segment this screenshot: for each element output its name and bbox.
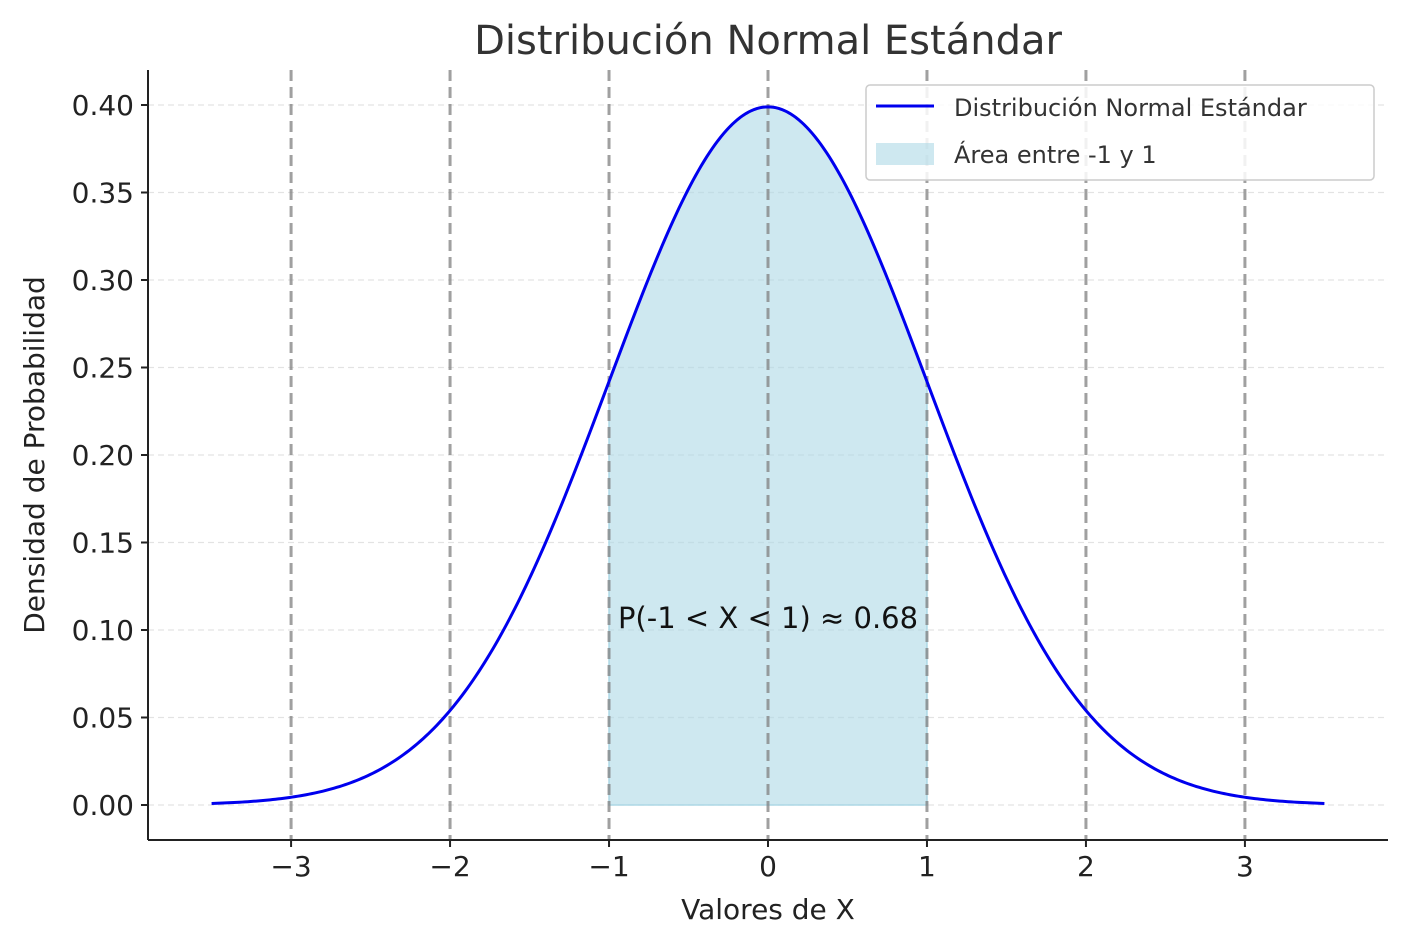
- y-tick-label: 0.15: [72, 527, 134, 560]
- y-axis-label: Densidad de Probabilidad: [18, 276, 51, 634]
- normal-curve-line: [211, 105, 1325, 805]
- x-tick-label: 2: [1077, 850, 1095, 883]
- y-tick-label: 0.30: [72, 264, 134, 297]
- y-tick-label: 0.35: [72, 177, 134, 210]
- y-tick-label: 0.05: [72, 702, 134, 735]
- chart-title: Distribución Normal Estándar: [474, 18, 1062, 64]
- legend: Distribución Normal Estándar Área entre …: [865, 84, 1375, 181]
- legend-entry-curve: Distribución Normal Estándar: [954, 94, 1307, 122]
- x-tick-label: 0: [759, 850, 777, 883]
- curve-layer: [211, 105, 1325, 805]
- vertical-reference-lines: [289, 70, 1247, 840]
- tick-labels: −3 −2 −1 0 1 2 3 0.00 0.05 0.10 0.15 0.20 0.25 0.30 0.…: [72, 89, 1254, 883]
- y-tick-label: 0.20: [72, 439, 134, 472]
- x-tick-label: 1: [918, 850, 936, 883]
- y-tick-label: 0.40: [72, 89, 134, 122]
- x-axis-label: Valores de X: [681, 893, 855, 926]
- probability-annotation: P(-1 < X < 1) ≈ 0.68: [618, 601, 918, 635]
- legend-frame: [865, 84, 1375, 181]
- legend-swatch-area: [876, 143, 934, 165]
- y-tick-label: 0.00: [72, 789, 134, 822]
- y-tick-label: 0.10: [72, 614, 134, 647]
- x-tick-label: −3: [270, 850, 311, 883]
- x-tick-label: −2: [429, 850, 470, 883]
- legend-entry-area: Área entre -1 y 1: [954, 140, 1157, 169]
- x-tick-label: 3: [1236, 850, 1254, 883]
- y-tick-label: 0.25: [72, 352, 134, 385]
- x-tick-label: −1: [588, 850, 629, 883]
